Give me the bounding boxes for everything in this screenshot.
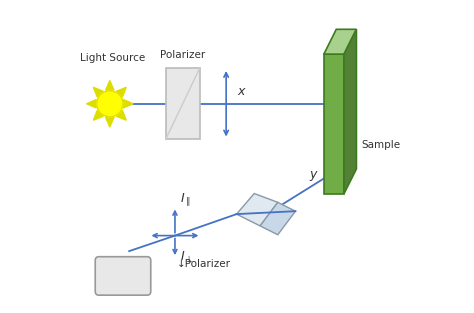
Text: Light Source: Light Source [80,54,146,64]
Polygon shape [237,193,278,226]
Polygon shape [106,117,114,127]
Polygon shape [87,100,96,108]
Text: $I_{\parallel}$: $I_{\parallel}$ [180,191,190,208]
Text: ↓Polarizer: ↓Polarizer [176,259,230,269]
Text: z: z [336,33,342,46]
Polygon shape [93,110,103,120]
Polygon shape [344,29,356,194]
Text: x: x [237,85,245,98]
Polygon shape [324,29,356,54]
Polygon shape [260,202,295,235]
Polygon shape [117,110,126,120]
Text: Sample: Sample [361,140,400,150]
Polygon shape [106,80,114,90]
Polygon shape [117,87,126,97]
Polygon shape [93,87,103,97]
Circle shape [97,91,123,117]
Polygon shape [123,100,133,108]
Bar [324,54,344,194]
FancyBboxPatch shape [95,257,151,295]
Text: $I_{\perp}$: $I_{\perp}$ [180,250,192,265]
Text: Detector: Detector [99,271,147,281]
Bar [165,68,200,139]
Text: Polarizer: Polarizer [160,50,205,60]
Text: y: y [309,168,316,181]
